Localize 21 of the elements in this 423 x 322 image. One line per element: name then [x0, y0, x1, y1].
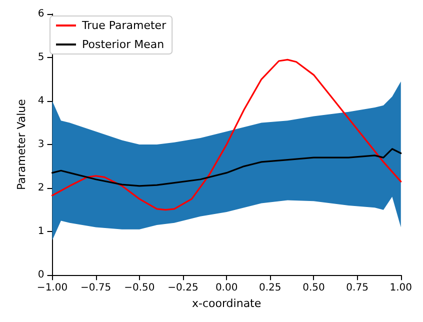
y-axis-title: Parameter Value: [15, 98, 28, 190]
x-tick-label: 0.50: [302, 282, 325, 294]
x-tick-label: 0.75: [346, 282, 368, 294]
x-tick-label: −0.75: [80, 282, 112, 294]
x-axis-title: x-coordinate: [192, 297, 262, 310]
y-tick-label: 4: [38, 96, 44, 107]
x-tick-label: −0.25: [168, 282, 198, 294]
y-tick-label: 6: [38, 8, 44, 20]
y-tick-label: 1: [38, 226, 44, 238]
line-series: [51, 58, 402, 211]
x-tick-label: 1.00: [390, 282, 412, 294]
x-tick-label: −0.50: [124, 282, 155, 294]
legend-label: True Parameter: [81, 19, 167, 32]
y-tick-label: 3: [38, 139, 44, 150]
y-tick-label: 0: [38, 270, 44, 281]
x-tick-label: −1.00: [36, 282, 68, 294]
y-tick-label: 5: [38, 52, 44, 64]
legend-label: Posterior Mean: [82, 38, 164, 51]
y-tick-label: 2: [38, 182, 44, 194]
x-tick-label: 0.00: [215, 282, 238, 294]
x-tick-label: 0.25: [259, 282, 282, 294]
